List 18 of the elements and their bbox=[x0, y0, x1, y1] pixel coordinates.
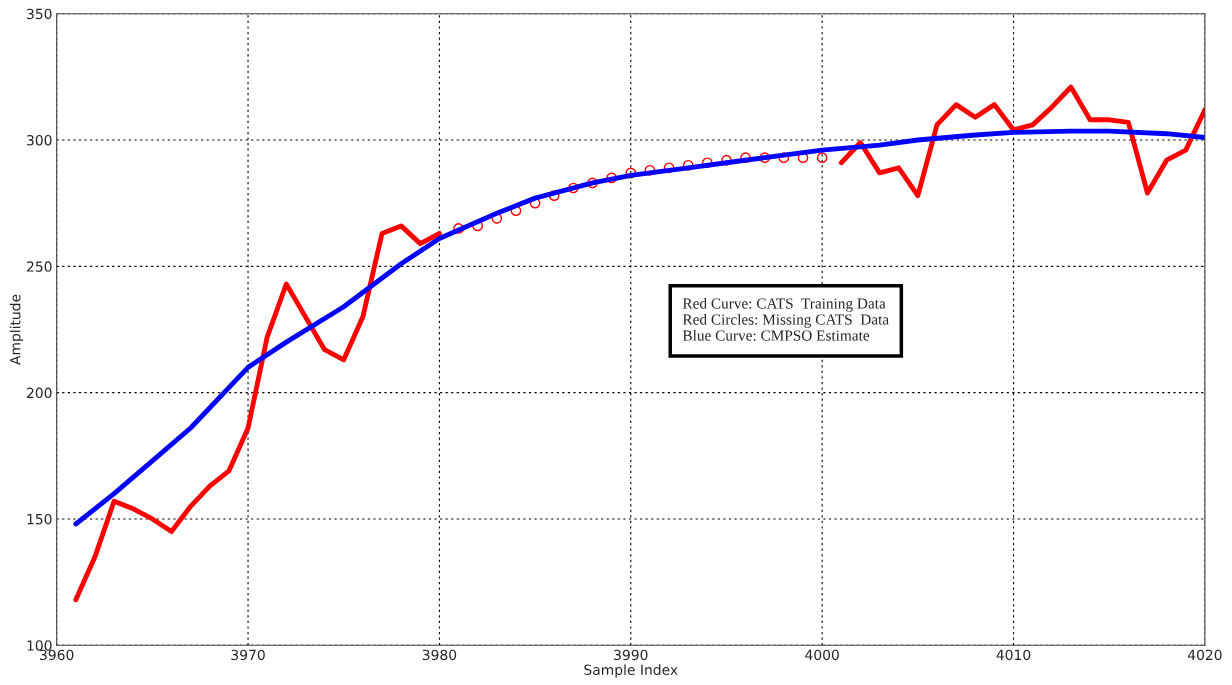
annotation: Blue Curve: CMPSO Estimate bbox=[682, 329, 870, 341]
x-tick-label: 4010 bbox=[996, 649, 1031, 661]
x-tick-label: 4000 bbox=[805, 649, 839, 661]
y-axis-title: Amplitude bbox=[9, 294, 24, 365]
x-tick-label: 4020 bbox=[1187, 649, 1222, 661]
y-tick-label: 150 bbox=[27, 513, 52, 525]
annotation: Red Circles: Missing CATS Data bbox=[682, 313, 889, 328]
y-tick-label: 250 bbox=[27, 261, 52, 272]
annotation: Red Curve: CATS Training Data bbox=[682, 297, 886, 312]
x-axis-title: Sample Index bbox=[584, 664, 678, 678]
y-tick-label: 100 bbox=[27, 640, 52, 651]
y-tick-label: 300 bbox=[27, 134, 52, 146]
x-tick-label: 3980 bbox=[422, 649, 457, 661]
y-tick-label: 200 bbox=[27, 387, 52, 399]
x-tick-label: 3960 bbox=[40, 649, 74, 661]
x-tick-label: 3970 bbox=[231, 649, 265, 661]
y-tick-label: 350 bbox=[27, 8, 52, 20]
x-tick-label: 3990 bbox=[614, 649, 648, 661]
